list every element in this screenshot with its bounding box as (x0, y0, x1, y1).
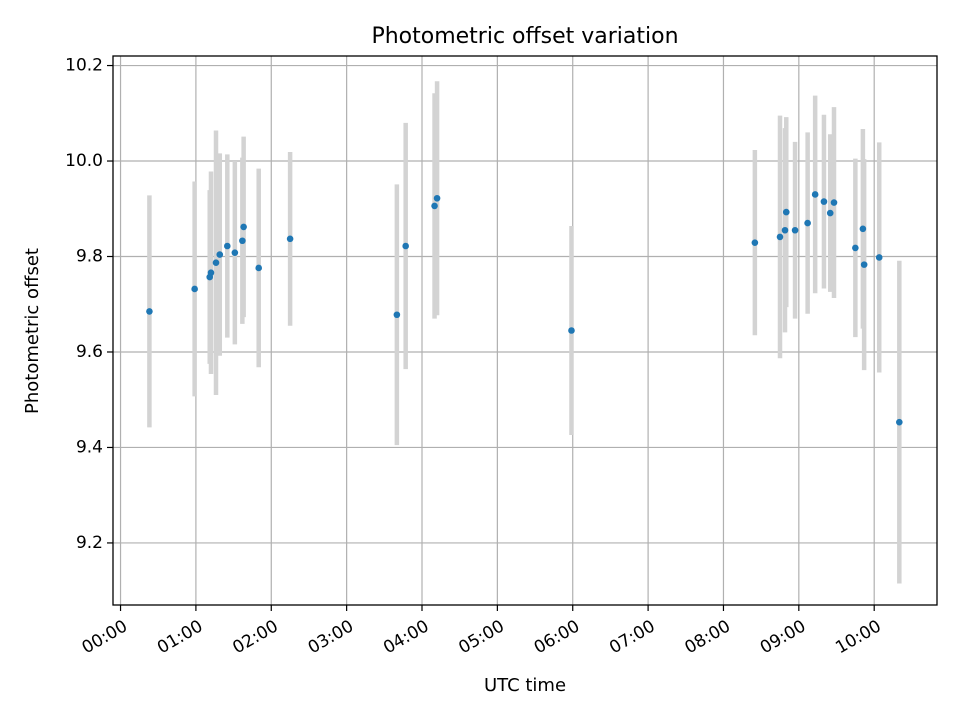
data-point (433, 194, 441, 202)
data-point (224, 242, 231, 250)
data-point (393, 311, 401, 319)
x-tick-label: 09:00 (757, 616, 809, 658)
data-point (146, 308, 153, 315)
data-point (231, 249, 239, 256)
data-point (286, 235, 294, 243)
x-tick-label: 06:00 (531, 616, 583, 658)
data-point (239, 237, 246, 245)
data-point (191, 285, 198, 293)
data-point (240, 223, 247, 231)
data-point (781, 226, 789, 234)
y-tick-label: 10.0 (65, 151, 103, 171)
data-point (875, 254, 883, 261)
data-point (804, 219, 811, 227)
data-point (852, 244, 859, 252)
plot-frame (112, 55, 938, 606)
data-point (860, 261, 868, 268)
chart-title: Photometric offset variation (371, 24, 678, 49)
data-point (896, 418, 903, 426)
y-tick-label: 9.4 (76, 437, 103, 457)
y-tick-label: 9.6 (76, 342, 103, 362)
data-point (216, 251, 224, 258)
data-point (830, 199, 838, 206)
x-tick-label: 01:00 (154, 616, 206, 658)
x-tick-label: 08:00 (682, 616, 734, 658)
data-point (811, 191, 819, 198)
error-bars (147, 81, 902, 584)
x-tick-label: 00:00 (79, 616, 131, 658)
data-point (212, 259, 220, 267)
x-tick-label: 04:00 (380, 616, 432, 658)
y-tick-label: 9.8 (76, 247, 103, 267)
x-tick-label: 02:00 (229, 616, 281, 658)
y-tick-label: 9.2 (76, 533, 103, 553)
y-tick-label: 10.2 (65, 56, 103, 76)
data-point (782, 208, 790, 216)
data-points (146, 191, 903, 426)
x-tick-label: 10:00 (832, 616, 884, 658)
data-point (568, 327, 575, 334)
x-tick-label: 03:00 (305, 616, 357, 658)
data-point (255, 264, 263, 272)
data-point (402, 242, 409, 250)
data-point (820, 198, 828, 205)
data-point (826, 209, 834, 217)
data-point (431, 202, 438, 210)
data-point (751, 239, 759, 246)
data-point (207, 269, 215, 277)
axis-ticks: 00:00 01:00 02:00 03:00 04:00 05:00 06:00 07:00… (65, 56, 885, 659)
grid-lines (113, 56, 937, 605)
data-point (859, 225, 867, 233)
x-tick-label: 05:00 (455, 616, 507, 658)
x-axis-label: UTC time (484, 675, 566, 696)
x-tick-label: 07:00 (606, 616, 658, 658)
data-point (776, 233, 784, 241)
data-point (791, 226, 799, 234)
y-axis-label: Photometric offset (22, 248, 43, 414)
